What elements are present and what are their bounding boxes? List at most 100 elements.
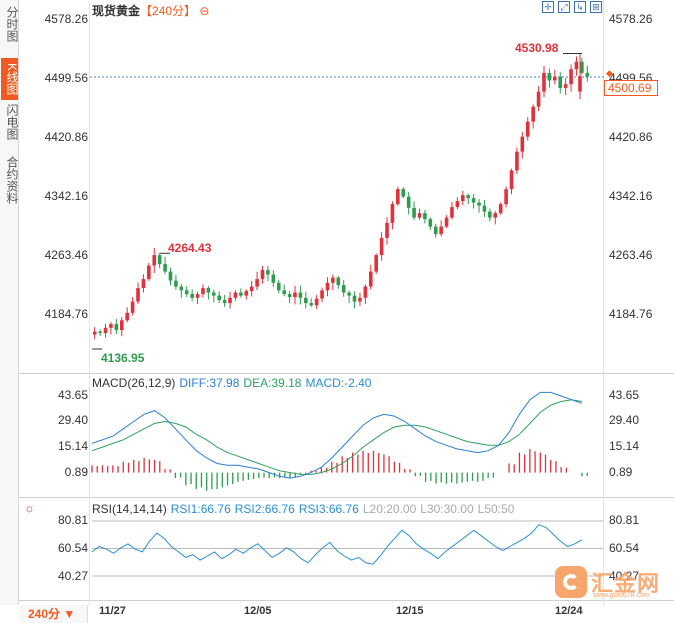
candle-body: [152, 255, 157, 266]
rsi-label[interactable]: RSI(14,14,14): [92, 502, 167, 516]
macd-tick-left-1: 43.65: [57, 388, 88, 402]
candle-body: [222, 300, 227, 304]
candle-body: [109, 324, 113, 328]
rsi-tick-3: 40.27: [609, 569, 640, 583]
rsi-tick-left-2: 60.54: [57, 541, 88, 555]
candle-body: [320, 290, 324, 299]
candle-body: [125, 312, 129, 321]
candle-body: [304, 297, 308, 304]
tab-kline[interactable]: K线图: [1, 58, 19, 100]
right-axis-border: [603, 0, 604, 605]
candle-body: [92, 331, 97, 335]
rsi-line: [91, 524, 583, 565]
price-tick-left-1: 4578.26: [44, 12, 88, 26]
macd-tick-2: 29.40: [609, 413, 640, 427]
low-annotation: 4136.95: [101, 351, 145, 365]
gold678-logo-icon: [555, 566, 587, 598]
price-tick-left-6: 4184.76: [44, 307, 88, 321]
tab-lightning[interactable]: 闪电图: [5, 104, 19, 140]
candle-body: [293, 292, 297, 298]
candle-body: [553, 76, 557, 81]
price-tick-left-5: 4263.46: [44, 248, 88, 262]
candle-body: [174, 280, 178, 287]
period-select[interactable]: 240分 ▼: [20, 605, 88, 623]
fit-icon[interactable]: ⤢: [558, 1, 570, 13]
date-label-1: 11/27: [99, 605, 126, 617]
candle-body: [585, 72, 590, 77]
candle-body: [119, 320, 124, 331]
date-label-2: 12/05: [244, 605, 272, 617]
macd-diff-line: [91, 391, 583, 479]
watermark: 汇金网 www.gold678.com: [555, 566, 665, 600]
candle-body: [525, 121, 530, 137]
macd-tick-left-3: 15.14: [57, 439, 88, 453]
candle-body: [439, 226, 443, 235]
rsi-tick-left-3: 40.27: [57, 569, 88, 583]
macd-tick-left-2: 29.40: [57, 413, 88, 427]
candle-body: [444, 217, 449, 227]
circle-minus-icon[interactable]: ⊖: [199, 4, 210, 18]
instrument-name: 现货黄金: [92, 4, 141, 18]
candle-body: [401, 189, 406, 197]
candle-body: [98, 331, 102, 334]
candle-body: [195, 294, 200, 298]
candle-body-last: [578, 76, 582, 92]
price-tick-4: 4342.16: [609, 189, 653, 203]
candle-body: [482, 205, 487, 212]
price-tick-left-4: 4342.16: [44, 189, 88, 203]
high-annotation: 4530.98: [515, 41, 559, 55]
current-price-tag: 4500.69: [604, 80, 658, 96]
period-label[interactable]: 【240分】: [140, 4, 197, 18]
candle-body: [255, 279, 259, 287]
rsi-l20: L20:20.00: [362, 502, 417, 516]
candle-body: [336, 277, 341, 286]
candle-body: [455, 201, 460, 208]
candle-body: [563, 84, 568, 88]
macd-value: MACD:-2.40: [305, 376, 372, 390]
candle-body: [141, 279, 146, 289]
candle-body: [542, 72, 546, 92]
macd-diff: DIFF:37.98: [179, 376, 240, 390]
rsi1-value: RSI1:66.76: [170, 502, 231, 516]
candle-body: [509, 170, 514, 190]
sun-settings-icon[interactable]: ☼: [24, 501, 35, 515]
candle-body: [406, 196, 411, 208]
candle-body: [239, 292, 243, 296]
candle-body: [488, 211, 492, 218]
crosshair-icon[interactable]: ✛: [542, 1, 554, 13]
candle-body: [531, 106, 535, 122]
candle-icon[interactable]: ↳: [574, 1, 586, 13]
macd-dea: DEA:39.18: [243, 376, 302, 390]
candle-body: [163, 264, 167, 272]
candle-body: [271, 274, 276, 283]
tab-timeshare[interactable]: 分时图: [5, 6, 19, 42]
macd-tick-4: 0.89: [609, 465, 633, 479]
rsi-l30: L30:30.00: [420, 502, 474, 516]
macd-header: MACD(26,12,9) DIFF:37.98 DEA:39.18 MACD:-2.…: [92, 376, 375, 390]
candle-body: [157, 255, 162, 265]
candle-body: [379, 237, 384, 256]
macd-label[interactable]: MACD(26,12,9): [92, 376, 176, 390]
candle-body: [504, 189, 508, 205]
candle-body: [471, 198, 476, 203]
candle-body: [477, 202, 481, 206]
candle-body: [309, 303, 314, 306]
candle-body: [244, 291, 249, 296]
rsi3-value: RSI3:66.76: [298, 502, 359, 516]
candle-body: [114, 324, 119, 331]
candle-body: [520, 136, 525, 152]
candle-body: [276, 282, 281, 291]
candle-body: [374, 255, 378, 272]
candle-body: [347, 292, 351, 296]
candle-body: [217, 295, 222, 301]
zoom-icon[interactable]: ⊞: [590, 1, 602, 13]
candle-body: [233, 292, 238, 298]
macd-dea-line: [91, 399, 583, 475]
rsi-tick-1: 80.81: [609, 513, 640, 527]
candle-body: [211, 292, 216, 296]
tab-contract-info[interactable]: 合约资料: [5, 156, 19, 204]
candle-body: [282, 290, 286, 295]
candle-body: [266, 270, 270, 275]
candle-body: [368, 271, 373, 287]
